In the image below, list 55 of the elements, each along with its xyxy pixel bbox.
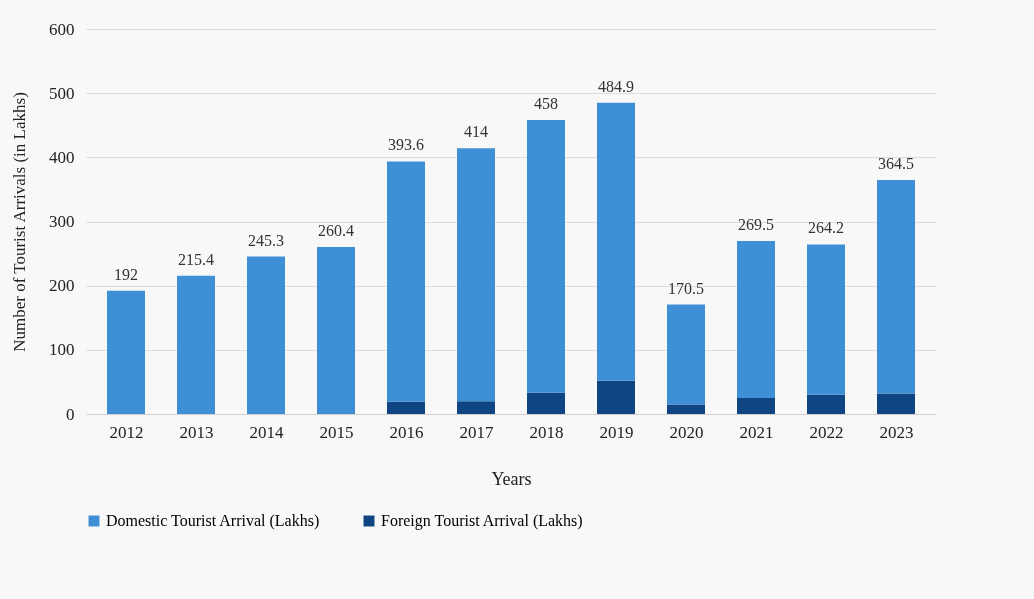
total-label: 414 [464, 123, 488, 141]
x-tick-label: 2019 [599, 422, 634, 442]
bar [457, 148, 495, 402]
x-tick-label: 2013 [179, 422, 214, 442]
y-tick-label: 500 [49, 83, 75, 103]
x-tick-label: 2021 [739, 422, 774, 442]
x-tick-label: 2012 [109, 422, 144, 442]
total-label: 484.9 [598, 77, 634, 95]
total-label: 264.2 [808, 219, 844, 237]
bar [597, 102, 635, 381]
x-tick-label: 2022 [809, 422, 844, 442]
total-label: 458 [534, 95, 558, 113]
total-label: 364.5 [878, 155, 914, 173]
bar [667, 404, 705, 414]
bar [667, 304, 705, 405]
bar [807, 394, 845, 414]
bar [247, 256, 285, 414]
x-tick-label: 2020 [669, 422, 704, 442]
total-label: 170.5 [668, 279, 704, 297]
x-tick-label: 2017 [459, 422, 494, 442]
bar [597, 380, 635, 414]
x-tick-label: 2023 [879, 422, 914, 442]
y-tick-label: 400 [49, 147, 75, 167]
total-label: 260.4 [318, 221, 354, 239]
total-label: 215.4 [178, 250, 214, 268]
bar [527, 392, 565, 414]
bar [107, 290, 145, 414]
y-tick-label: 0 [66, 404, 75, 424]
y-tick-label: 100 [49, 340, 75, 360]
bar [317, 246, 355, 414]
bar [877, 393, 915, 414]
total-label: 393.6 [388, 136, 424, 154]
bar [387, 401, 425, 414]
bar [177, 275, 215, 414]
x-tick-label: 2016 [389, 422, 424, 442]
y-tick-label: 600 [49, 19, 75, 39]
total-label: 245.3 [248, 231, 284, 249]
bar [737, 241, 775, 398]
bar [457, 401, 495, 414]
bar [807, 244, 845, 395]
x-axis-title: Years [491, 468, 532, 489]
bar [877, 180, 915, 394]
legend-label: Foreign Tourist Arrival (Lakhs) [381, 512, 583, 530]
total-label: 269.5 [738, 216, 774, 234]
x-tick-label: 2018 [529, 422, 564, 442]
x-tick-label: 2015 [319, 422, 354, 442]
total-label: 192 [114, 265, 138, 283]
bar [737, 397, 775, 414]
y-axis-title: Number of Tourist Arrivals (in Lakhs) [10, 92, 29, 352]
y-tick-label: 300 [49, 212, 75, 231]
legend-label: Domestic Tourist Arrival (Lakhs) [106, 512, 320, 530]
bar [527, 120, 565, 393]
y-tick-label: 200 [49, 276, 75, 296]
bar [387, 161, 425, 402]
x-tick-label: 2014 [249, 422, 284, 442]
